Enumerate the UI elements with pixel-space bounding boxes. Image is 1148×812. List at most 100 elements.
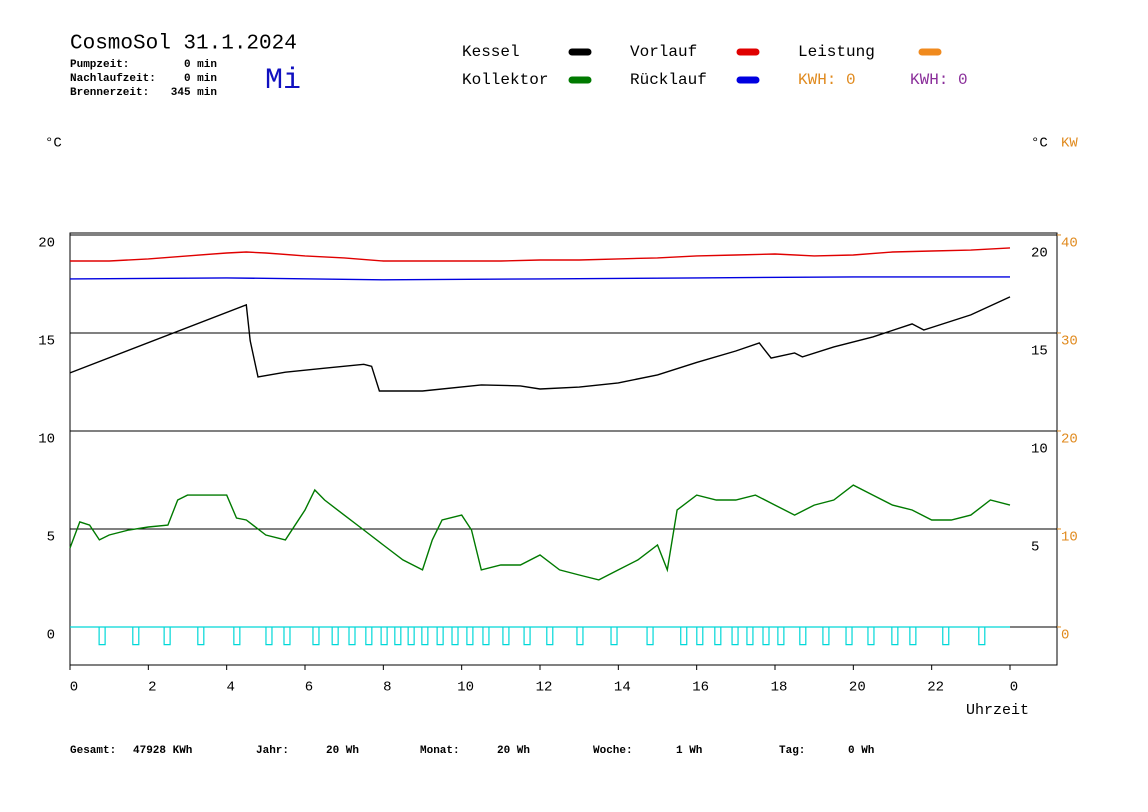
- pulse: [799, 626, 807, 646]
- pulse: [482, 626, 490, 646]
- total-value: 1 Wh: [676, 745, 702, 757]
- series-line: [69, 276, 1010, 281]
- summary-label: Nachlaufzeit:: [70, 73, 156, 85]
- pulse: [394, 626, 402, 646]
- pulse: [867, 626, 875, 646]
- legend-label: Leistung: [798, 43, 875, 61]
- summary-label: Pumpzeit:: [70, 59, 129, 71]
- pulse: [576, 626, 584, 646]
- pulse: [942, 626, 950, 646]
- pulse: [407, 626, 415, 646]
- pulse: [546, 626, 554, 646]
- pulse: [265, 626, 273, 646]
- series-line: [69, 484, 1011, 581]
- x-tick-label: 12: [536, 680, 553, 696]
- pulse: [610, 626, 618, 646]
- pulse: [822, 626, 830, 646]
- x-axis-label: Uhrzeit: [966, 702, 1029, 719]
- right-tick-label: 10: [1031, 442, 1048, 458]
- weekday: Mi: [265, 64, 301, 98]
- pulse: [523, 626, 531, 646]
- pulse: [331, 626, 339, 646]
- pulse: [466, 626, 474, 646]
- x-tick-label: 16: [692, 680, 709, 696]
- y2-unit: KW: [1061, 136, 1078, 152]
- pulse: [380, 626, 388, 646]
- y2-tick-label: 10: [1061, 530, 1078, 546]
- legend-label: Kollektor: [462, 71, 548, 89]
- summary-value: 0 min: [184, 73, 217, 85]
- chart-title: CosmoSol 31.1.2024: [70, 33, 297, 56]
- pulse: [451, 626, 459, 646]
- legend-label: Rücklauf: [630, 71, 707, 89]
- total-label: Monat:: [420, 745, 460, 757]
- pulse: [714, 626, 722, 646]
- legend-label: Vorlauf: [630, 43, 697, 61]
- pulse: [233, 626, 241, 646]
- x-tick-label: 22: [927, 680, 944, 696]
- y2-tick-label: 0: [1061, 628, 1069, 644]
- x-tick-label: 0: [1010, 680, 1018, 696]
- right-tick-label: 20: [1031, 246, 1048, 262]
- y2-tick-label: 30: [1061, 334, 1078, 350]
- pulse: [731, 626, 739, 646]
- pulse: [283, 626, 291, 646]
- pulse: [696, 626, 704, 646]
- pulse: [502, 626, 510, 646]
- pulse: [197, 626, 205, 646]
- x-tick-label: 14: [614, 680, 631, 696]
- pulse: [891, 626, 899, 646]
- pulse: [746, 626, 754, 646]
- pulse: [777, 626, 785, 646]
- y-tick-label: 5: [47, 530, 55, 546]
- x-tick-label: 18: [771, 680, 788, 696]
- total-value: 20 Wh: [497, 745, 530, 757]
- x-tick-label: 20: [849, 680, 866, 696]
- pulse: [680, 626, 688, 646]
- y-tick-label: 10: [38, 432, 55, 448]
- y-unit: °C: [45, 136, 62, 152]
- pulse: [646, 626, 654, 646]
- y-tick-label: 0: [47, 628, 55, 644]
- pulse: [436, 626, 444, 646]
- pulse: [365, 626, 373, 646]
- x-tick-label: 8: [383, 680, 391, 696]
- pulse: [762, 626, 770, 646]
- y-tick-label: 20: [38, 236, 55, 252]
- pulse: [312, 626, 320, 646]
- total-label: Gesamt:: [70, 745, 116, 757]
- pulse: [909, 626, 917, 646]
- total-label: Woche:: [593, 745, 633, 757]
- x-tick-label: 6: [305, 680, 313, 696]
- pulse: [98, 626, 106, 646]
- summary-label: Brennerzeit:: [70, 87, 149, 99]
- pulse: [163, 626, 171, 646]
- total-value: 47928 KWh: [133, 745, 192, 757]
- right-tick-label: 5: [1031, 540, 1039, 556]
- pulse: [845, 626, 853, 646]
- x-tick-label: 2: [148, 680, 156, 696]
- y2-tick-label: 20: [1061, 432, 1078, 448]
- y-unit-right: °C: [1031, 136, 1048, 152]
- plot-frame: [69, 232, 1058, 666]
- x-tick-label: 4: [226, 680, 234, 696]
- right-tick-label: 15: [1031, 344, 1048, 360]
- legend-label: Kessel: [462, 43, 520, 61]
- kwh-label: KWH: 0: [910, 71, 968, 89]
- pulse: [132, 626, 140, 646]
- y-tick-label: 15: [38, 334, 55, 350]
- pulse: [348, 626, 356, 646]
- total-value: 20 Wh: [326, 745, 359, 757]
- x-tick-label: 10: [457, 680, 474, 696]
- series-line: [70, 247, 1011, 262]
- summary-value: 0 min: [184, 59, 217, 71]
- pulse: [978, 626, 986, 646]
- y2-tick-label: 40: [1061, 236, 1078, 252]
- pulse: [421, 626, 429, 646]
- total-label: Tag:: [779, 745, 805, 757]
- x-tick-label: 0: [70, 680, 78, 696]
- kwh-label: KWH: 0: [798, 71, 856, 89]
- series-line: [69, 296, 1011, 392]
- summary-value: 345 min: [171, 87, 217, 99]
